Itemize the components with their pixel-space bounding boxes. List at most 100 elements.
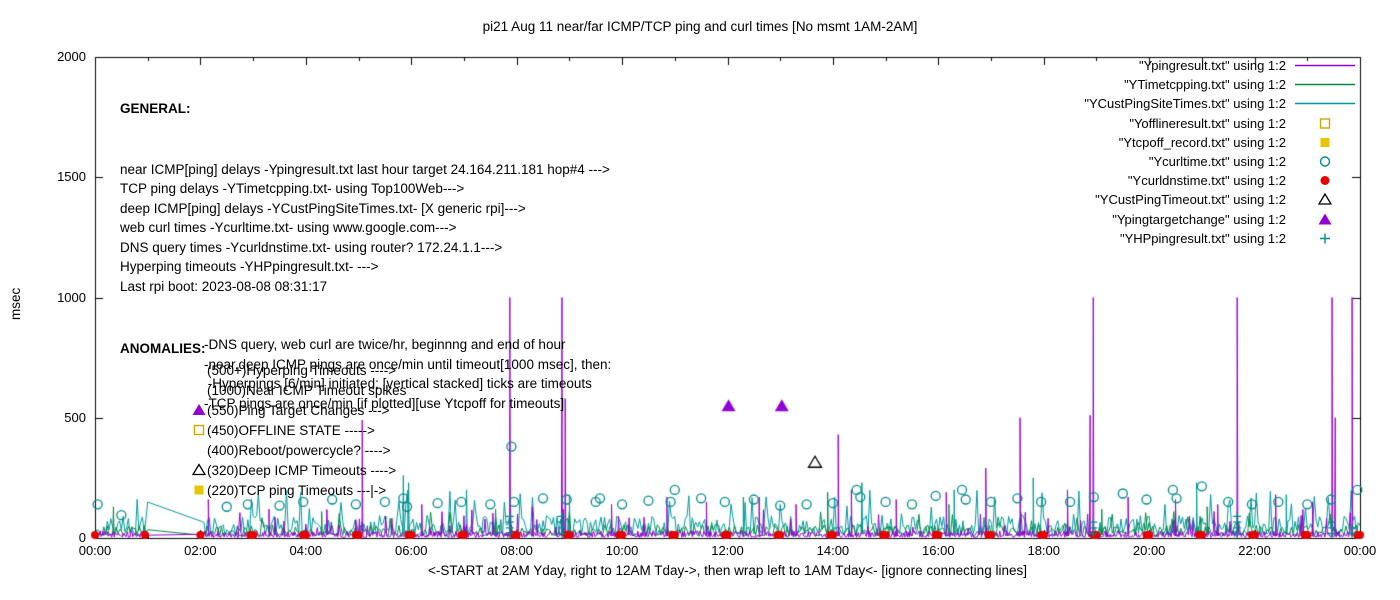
legend-sample: [1294, 173, 1356, 188]
anomaly-text: (550)Ping Target Changes --->: [207, 402, 390, 418]
triangle-open-icon: [191, 463, 207, 476]
legend-label: "Ycurltime.txt" using 1:2: [1148, 154, 1286, 170]
general-line: TCP ping delays -YTimetcpping.txt- using…: [120, 181, 465, 196]
anomaly-text: (400)Reboot/powercycle? ---->: [207, 442, 391, 458]
legend-label: "YHPpingresult.txt" using 1:2: [1119, 230, 1286, 246]
legend-label: "Ypingresult.txt" using 1:2: [1138, 58, 1286, 74]
anomaly-marker-empty: [191, 362, 207, 378]
x-tick-label: 14:00: [816, 543, 850, 558]
legend-label: "Ypingtargetchange" using 1:2: [1112, 211, 1286, 227]
x-tick-label: 00:00: [1343, 543, 1377, 558]
x-tick-label: 18:00: [1027, 543, 1061, 558]
anomaly-text: (1000)Near ICMP Timeout spikes: [207, 382, 407, 398]
legend-item: "Ytcpoff_record.txt" using 1:2: [1084, 133, 1356, 152]
general-line: Hyperping timeouts -YHPpingresult.txt- -…: [120, 259, 379, 274]
anomaly-item: (400)Reboot/powercycle? ---->: [120, 440, 406, 460]
x-tick-label: 20:00: [1132, 543, 1166, 558]
y-tick-label: 1500: [57, 169, 86, 185]
general-note: -Hyperpings [6/min] initiated; [vertical…: [204, 376, 592, 391]
anomaly-text: (500+)Hyperping Timeouts ---->: [207, 362, 397, 378]
y-tick-label: 2000: [57, 49, 86, 64]
legend-item: "Ypingresult.txt" using 1:2: [1084, 56, 1356, 75]
anomalies-block: ANOMALIES: (500+)Hyperping Timeouts ----…: [120, 341, 406, 500]
legend: "Ypingresult.txt" using 1:2 "YTimetcpping…: [1084, 56, 1356, 248]
general-note: -DNS query, web curl are twice/hr, begin…: [204, 337, 566, 352]
anomaly-item: (1000)Near ICMP Timeout spikes: [120, 380, 406, 400]
general-lines: near ICMP[ping] delays -Ypingresult.txt …: [120, 160, 611, 297]
legend-item: "Ycurldnstime.txt" using 1:2: [1084, 171, 1356, 190]
general-line: DNS query times -Ycurldnstime.txt- using…: [120, 239, 503, 255]
anomaly-text: (450)OFFLINE STATE ----->: [207, 422, 375, 438]
anomaly-items: (500+)Hyperping Timeouts ----> (1000)Near…: [120, 360, 406, 500]
legend-label: "Ytcpoff_record.txt" using 1:2: [1118, 134, 1286, 150]
square-open-icon: [1319, 117, 1331, 129]
x-tick-label: 22:00: [1238, 543, 1271, 558]
legend-item: "YCustPingSiteTimes.txt" using 1:2: [1084, 94, 1356, 113]
line-icon: [1295, 84, 1355, 86]
anomaly-marker: [191, 462, 207, 478]
x-tick-label: 10:00: [605, 543, 639, 558]
anomaly-text: (320)Deep ICMP Timeouts ---->: [207, 462, 397, 478]
legend-sample: [1294, 231, 1356, 246]
legend-sample: [1294, 212, 1356, 227]
circle-open-icon: [1319, 156, 1331, 167]
square-filled-icon: [1320, 137, 1330, 147]
legend-label: "YTimetcpping.txt" using 1:2: [1124, 77, 1286, 93]
legend-item: "YCustPingTimeout.txt" using 1:2: [1084, 190, 1356, 209]
general-line: near ICMP[ping] delays -Ypingresult.txt …: [120, 161, 610, 177]
triangle-filled-icon: [1318, 213, 1332, 225]
x-tick-label: 08:00: [500, 543, 533, 558]
x-tick-label: 00:00: [78, 543, 112, 558]
legend-label: "YCustPingTimeout.txt" using 1:2: [1095, 192, 1286, 208]
general-note: -TCP pings are once/min [if plotted][use…: [204, 395, 565, 411]
general-notes: -DNS query, web curl are twice/hr, begin…: [204, 335, 611, 413]
x-tick-label: 12:00: [711, 543, 744, 558]
general-note: -near,deep ICMP pings are once/min until…: [204, 356, 612, 372]
general-line: Last rpi boot: 2023-08-08 08:31:17: [120, 278, 328, 294]
x-tick-label: 04:00: [289, 543, 323, 558]
general-block: GENERAL: near ICMP[ping] delays -Ypingre…: [120, 60, 611, 452]
legend-sample: [1294, 154, 1356, 169]
square-open-icon: [193, 424, 205, 436]
general-line: deep ICMP[ping] delays -YCustPingSiteTim…: [120, 200, 526, 216]
y-tick-label: 500: [64, 409, 86, 425]
anomaly-item: (550)Ping Target Changes --->: [120, 400, 406, 420]
circle-filled-icon: [1320, 176, 1330, 186]
y-tick-label: 0: [78, 530, 86, 545]
legend-item: "Ypingtargetchange" using 1:2: [1084, 210, 1356, 229]
general-heading: GENERAL:: [120, 101, 191, 116]
plus-icon: [1320, 233, 1330, 244]
anomaly-text: (220)TCP ping Timeouts ---|->: [207, 482, 387, 498]
x-tick-label: 06:00: [394, 543, 428, 558]
legend-sample: [1294, 116, 1356, 131]
legend-item: "Ycurltime.txt" using 1:2: [1084, 152, 1356, 171]
y-axis-label: msec: [8, 287, 23, 320]
x-axis-label: <-START at 2AM Yday, right to 12AM Tday-…: [428, 563, 1027, 578]
chart-title: pi21 Aug 11 near/far ICMP/TCP ping and c…: [482, 19, 918, 34]
general-line: web curl times -Ycurltime.txt- using www…: [120, 220, 457, 235]
legend-label: "YCustPingSiteTimes.txt" using 1:2: [1084, 96, 1286, 112]
anomaly-item: (450)OFFLINE STATE ----->: [120, 420, 406, 440]
legend-sample: [1294, 192, 1356, 207]
y-tick-label: 1000: [57, 289, 86, 305]
anomaly-marker: [191, 422, 207, 438]
legend-item: "YHPpingresult.txt" using 1:2: [1084, 229, 1356, 248]
anomaly-marker-empty: [191, 382, 207, 398]
legend-sample: [1294, 96, 1356, 111]
anomaly-item: (320)Deep ICMP Timeouts ---->: [120, 460, 406, 480]
anomaly-item: (500+)Hyperping Timeouts ---->: [120, 360, 406, 380]
legend-item: "Yofflineresult.txt" using 1:2: [1084, 114, 1356, 133]
anomaly-marker-empty: [191, 442, 207, 458]
legend-sample: [1294, 135, 1356, 150]
x-tick-label: 02:00: [184, 543, 217, 558]
anomaly-item: (220)TCP ping Timeouts ---|->: [120, 480, 406, 500]
anomaly-marker: [191, 402, 207, 418]
legend-label: "Ycurldnstime.txt" using 1:2: [1127, 173, 1286, 189]
legend-sample: [1294, 77, 1356, 92]
legend-item: "YTimetcpping.txt" using 1:2: [1084, 75, 1356, 94]
triangle-filled-icon: [192, 404, 206, 415]
triangle-open-icon: [1317, 193, 1333, 206]
x-tick-label: 16:00: [922, 543, 955, 558]
